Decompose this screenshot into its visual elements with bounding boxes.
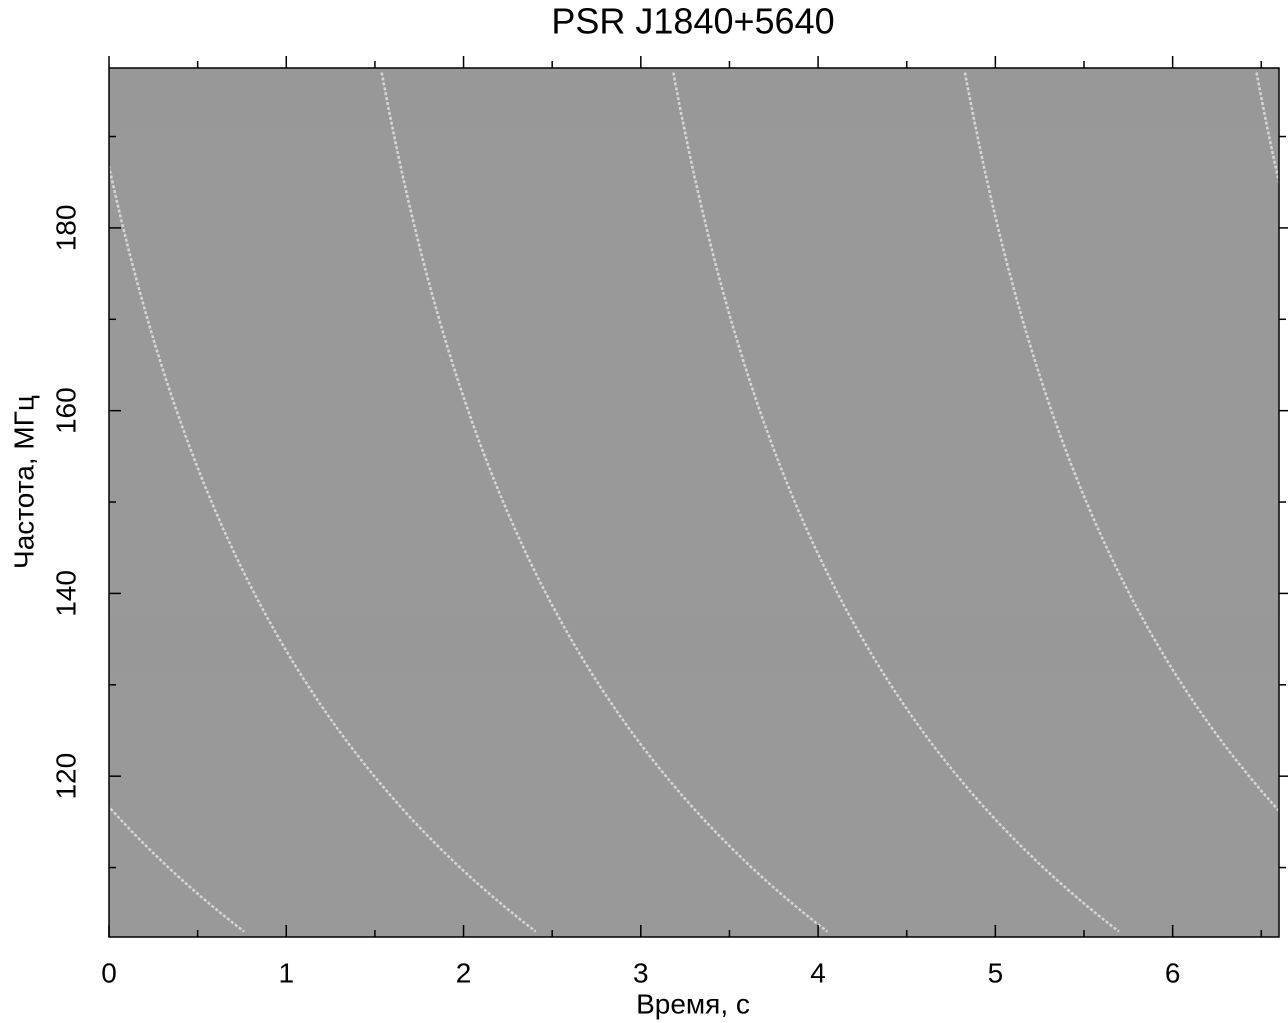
chart-title: PSR J1840+5640 (551, 1, 834, 42)
masked-band (109, 226, 1279, 263)
x-tick-label: 6 (1165, 957, 1181, 988)
noise-light (109, 68, 1279, 937)
spectrogram-image (109, 68, 1279, 937)
y-tick-label: 140 (50, 570, 81, 617)
pulse-track (963, 72, 1279, 813)
y-axis-label: Частота, МГц (8, 395, 39, 569)
lower-band (109, 880, 1279, 937)
mid-band (109, 614, 1279, 674)
y-tick-label: 180 (50, 205, 81, 252)
x-tick-label: 3 (633, 957, 649, 988)
x-tick-label: 4 (810, 957, 826, 988)
pulse-track (109, 160, 537, 933)
x-tick-label: 5 (988, 957, 1004, 988)
upper-band (109, 68, 1279, 128)
y-tick-label: 160 (50, 387, 81, 434)
y-tick-label: 120 (50, 753, 81, 800)
pulse-track (672, 72, 1120, 933)
x-axis-label: Время, с (636, 988, 750, 1019)
pulse-track (380, 72, 829, 933)
x-tick-label: 1 (278, 957, 294, 988)
pulse-tracks (109, 72, 1279, 933)
x-tick-label: 2 (456, 957, 472, 988)
x-tick-label: 0 (101, 957, 117, 988)
band-edge (109, 610, 1279, 614)
